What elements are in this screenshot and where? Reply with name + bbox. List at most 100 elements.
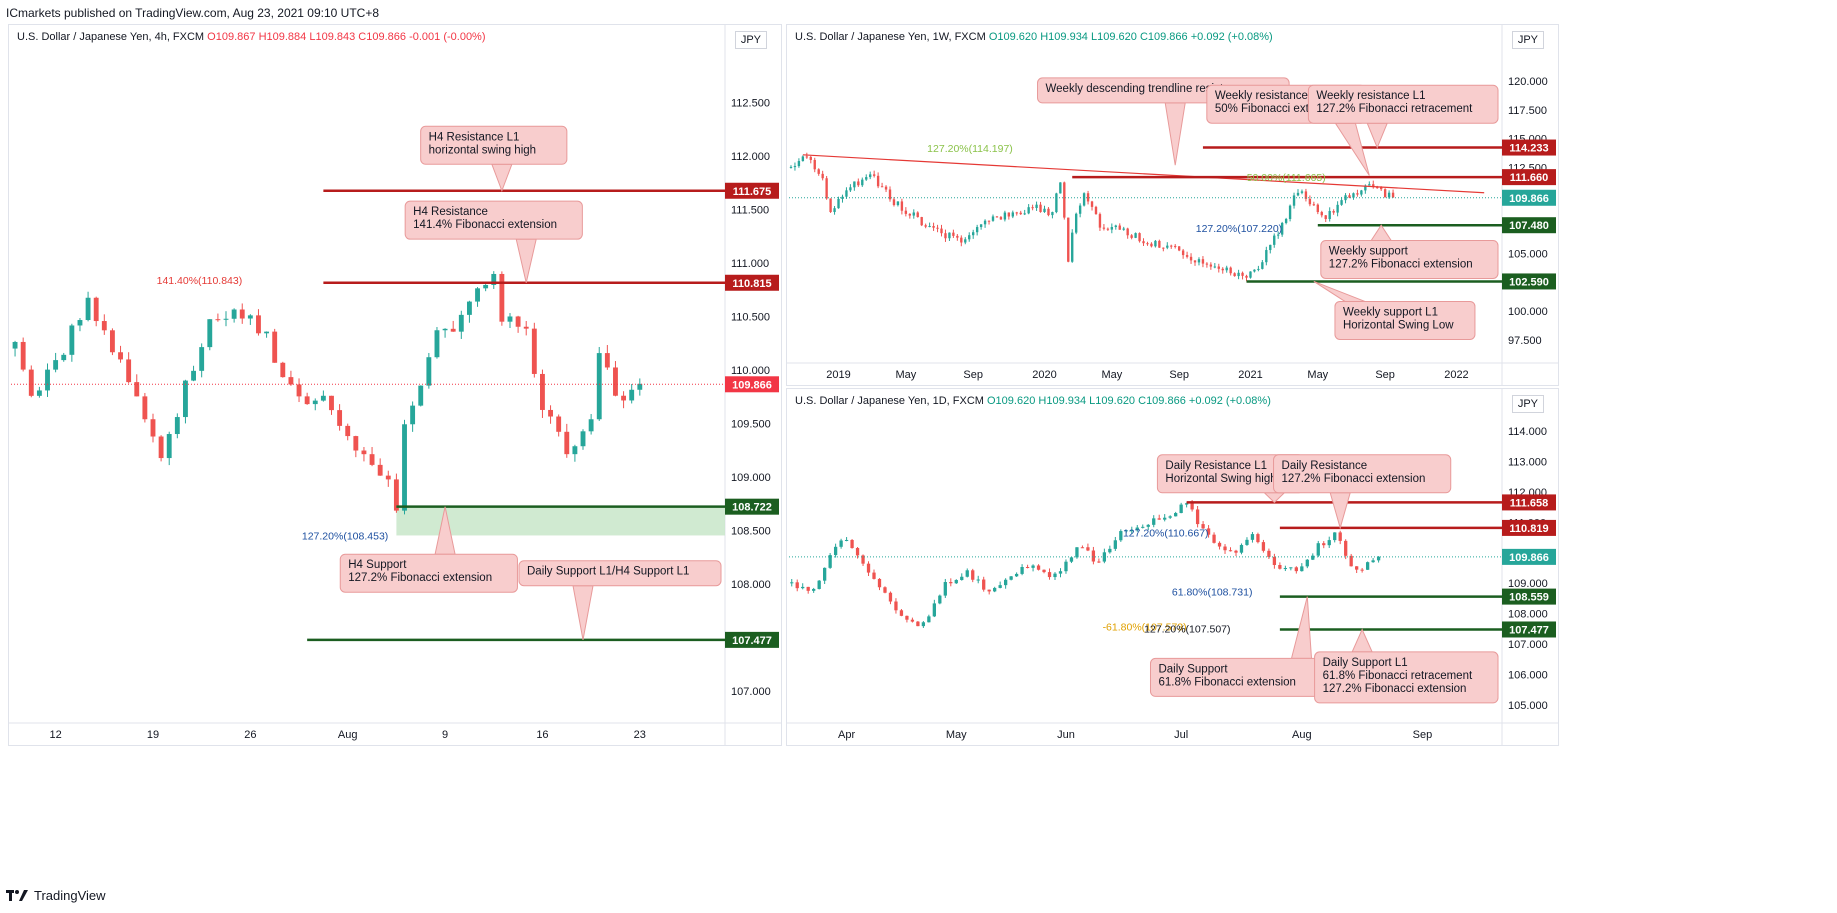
h4-chart-panel[interactable]: 112.500 112.000 111.500 111.000 110.500 110.0… xyxy=(8,24,782,746)
candle-body xyxy=(1261,542,1266,551)
callout-box xyxy=(420,125,568,165)
candle-body xyxy=(1365,562,1370,570)
candle-body xyxy=(1278,565,1282,569)
candle-body xyxy=(1312,204,1316,206)
candle-body xyxy=(1253,269,1256,272)
h4-currency-button[interactable]: JPY xyxy=(734,31,767,49)
price-axis-badge-label: 111.675 xyxy=(733,186,772,198)
candle-body xyxy=(231,309,237,319)
candle-body xyxy=(174,417,180,435)
candle-body xyxy=(1190,503,1194,510)
candle-body xyxy=(866,563,871,573)
candle-body xyxy=(850,539,854,549)
fibonacci-label: 127.20%(110.667) xyxy=(1123,528,1209,540)
candle-body xyxy=(979,224,983,228)
daily-chart-panel[interactable]: 114.000113.000112.000111.000110.000109.0… xyxy=(786,388,1559,746)
time-tick-label: Sep xyxy=(1413,729,1433,741)
candle-body xyxy=(928,226,931,228)
candle-body xyxy=(1296,192,1300,196)
candle-body xyxy=(134,382,140,397)
candle-body xyxy=(880,186,884,188)
fibonacci-label: -61.80%(107.573) xyxy=(1103,622,1187,634)
time-tick-label: 2022 xyxy=(1444,369,1468,381)
candle-body xyxy=(1225,267,1228,271)
descending-trendline xyxy=(802,154,1485,194)
weekly-chart-panel[interactable]: 120.000117.500115.000112.500110.000107.5… xyxy=(786,24,1559,386)
candle-body xyxy=(987,589,991,592)
candle-body xyxy=(1241,272,1244,276)
footer-brand[interactable]: TradingView xyxy=(34,888,106,903)
w1-change: +0.092 (+0.08%) xyxy=(1190,31,1273,43)
candle-body xyxy=(304,396,310,405)
candle-body xyxy=(264,331,270,334)
price-axis-badge-label: 111.658 xyxy=(1510,497,1549,509)
candle-body xyxy=(1223,546,1227,551)
weekly-chart-canvas[interactable]: 120.000117.500115.000112.500110.000107.5… xyxy=(787,25,1558,385)
candle-body xyxy=(972,232,975,236)
candle-body xyxy=(1130,235,1133,238)
candle-body xyxy=(1039,204,1042,213)
candle-body xyxy=(806,586,810,591)
candle-body xyxy=(1075,547,1079,558)
candle-body xyxy=(833,546,838,556)
candle-body xyxy=(1119,531,1123,541)
candle-body xyxy=(1082,193,1086,206)
callout-pointer xyxy=(1290,596,1313,659)
price-tick-label: 108.500 xyxy=(731,525,771,537)
candle-body xyxy=(1146,524,1150,527)
candle-body xyxy=(1142,241,1145,244)
price-axis-badge xyxy=(1502,548,1556,565)
h4-change: -0.001 (-0.00%) xyxy=(409,31,486,43)
candle-body xyxy=(825,178,828,199)
candle-body xyxy=(1360,190,1363,195)
publish-info: ICmarkets published on TradingView.com, … xyxy=(6,6,380,20)
candle-body xyxy=(1036,565,1041,570)
candle-body xyxy=(1344,195,1347,201)
candle-body xyxy=(1197,259,1201,263)
candle-body xyxy=(821,173,824,179)
callout-text: 127.2% Fibonacci extension xyxy=(1282,473,1426,485)
price-tick-label: 107.000 xyxy=(731,686,771,698)
candle-body xyxy=(1055,193,1058,213)
candle-body xyxy=(1305,559,1309,567)
candle-body xyxy=(256,315,261,334)
candle-body xyxy=(515,316,521,327)
callout-text: Weekly descending trendline resistance xyxy=(1046,83,1248,95)
candle-body xyxy=(1069,557,1074,562)
w1-currency-button[interactable]: JPY xyxy=(1511,31,1544,49)
callout-box xyxy=(1320,239,1499,279)
candle-body xyxy=(1051,212,1054,216)
fibonacci-label: 50.00%(111.665) xyxy=(1247,172,1326,184)
candle-body xyxy=(1316,204,1319,213)
candle-body xyxy=(1336,204,1339,213)
h4-chart-canvas[interactable]: 112.500 112.000 111.500 111.000 110.500 110.0… xyxy=(9,25,781,745)
candle-body xyxy=(215,319,221,321)
candle-body xyxy=(1042,569,1046,573)
candle-body xyxy=(1320,212,1323,216)
price-tick-label: 110.500 xyxy=(731,311,770,323)
candle-body xyxy=(1184,503,1189,505)
candle-body xyxy=(280,362,286,378)
price-tick-label: 106.000 xyxy=(1508,669,1548,681)
callout-text: Daily Support L1/H4 Support L1 xyxy=(527,566,689,578)
candle-body xyxy=(1257,268,1260,270)
price-tick-label: 109.000 xyxy=(731,472,771,484)
candle-body xyxy=(976,579,980,581)
price-axis-badge xyxy=(1502,588,1556,605)
price-axis-badge-label: 107.477 xyxy=(732,635,772,647)
callout-text: Daily Resistance xyxy=(1282,460,1368,472)
candle-body xyxy=(1130,530,1134,532)
candle-body xyxy=(1234,550,1238,553)
price-axis-badge xyxy=(725,182,779,199)
candle-body xyxy=(1265,250,1268,263)
candle-body xyxy=(1300,191,1304,193)
candle-body xyxy=(1379,187,1383,190)
daily-chart-canvas[interactable]: 114.000113.000112.000111.000110.000109.0… xyxy=(787,389,1558,745)
candle-body xyxy=(1333,532,1337,541)
candle-body xyxy=(531,328,537,374)
candle-body xyxy=(1328,210,1331,220)
candle-body xyxy=(296,384,302,397)
price-tick-label: 117.500 xyxy=(1508,105,1547,117)
d1-currency-button[interactable]: JPY xyxy=(1511,395,1544,413)
